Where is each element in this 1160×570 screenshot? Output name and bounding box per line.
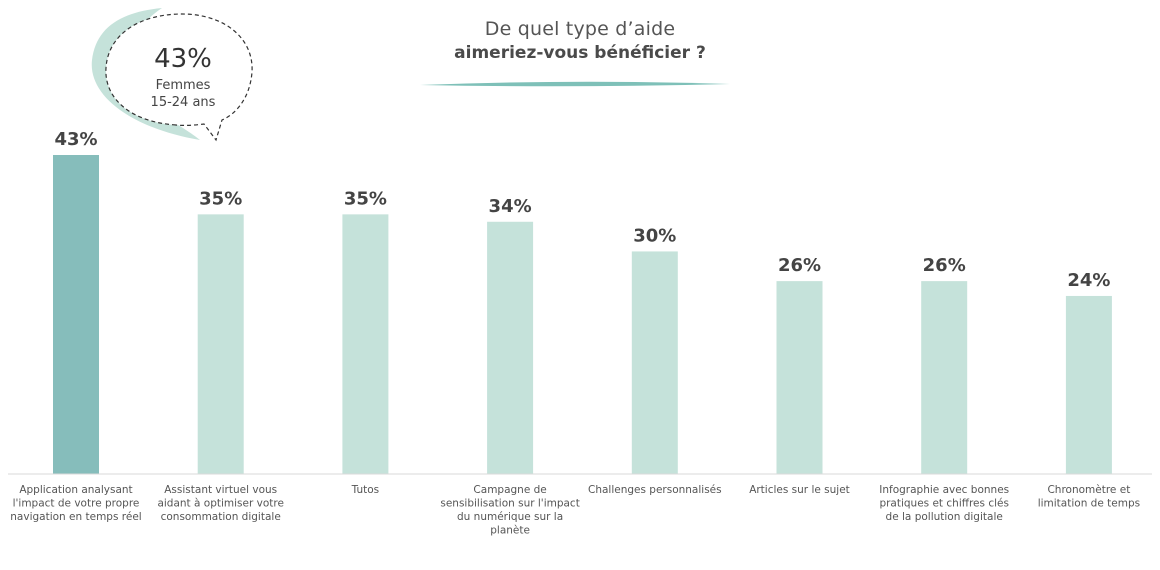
title-underline bbox=[420, 81, 730, 87]
bar-6 bbox=[776, 281, 823, 474]
category-label-1-line-2: l'impact de votre propre bbox=[13, 498, 140, 510]
category-label-1-line-1: Application analysant bbox=[19, 484, 132, 496]
bar-value-label-8: 24% bbox=[1067, 270, 1110, 291]
category-label-4-line-2: sensibilisation sur l'impact bbox=[440, 498, 579, 510]
bars-group: 43% Application analysant l'impact de votr… bbox=[10, 129, 1140, 537]
bar-value-label-4: 34% bbox=[489, 196, 532, 217]
category-label-7-line-1: Infographie avec bonnes bbox=[879, 484, 1009, 496]
category-label-1-line-3: navigation en temps réel bbox=[10, 511, 141, 523]
bar-2 bbox=[197, 214, 244, 475]
bar-8 bbox=[1065, 295, 1112, 474]
bar-value-label-6: 26% bbox=[778, 255, 821, 276]
category-label-8-line-1: Chronomètre et bbox=[1047, 484, 1130, 496]
category-label-2-line-2: aidant à optimiser votre bbox=[157, 498, 284, 510]
category-label-5-line-1: Challenges personnalisés bbox=[588, 484, 722, 496]
bar-value-label-7: 26% bbox=[923, 255, 966, 276]
bar-5 bbox=[631, 251, 678, 474]
category-label-4-line-1: Campagne de bbox=[473, 484, 546, 496]
category-label-7-line-3: de la pollution digitale bbox=[886, 511, 1003, 523]
callout-value: 43% bbox=[154, 44, 212, 74]
bar-value-label-5: 30% bbox=[633, 225, 676, 246]
bar-value-label-2: 35% bbox=[199, 188, 242, 209]
bar-7 bbox=[921, 281, 968, 474]
chart-title-line2: aimeriez-vous bénéficier ? bbox=[454, 43, 706, 63]
category-label-2-line-1: Assistant virtuel vous bbox=[164, 484, 277, 496]
category-label-4-line-4: planète bbox=[490, 525, 530, 537]
callout-label-line1: Femmes bbox=[155, 78, 211, 93]
callout-label-line2: 15-24 ans bbox=[150, 95, 216, 110]
bar-value-label-1: 43% bbox=[54, 129, 97, 150]
category-label-2-line-3: consommation digitale bbox=[161, 511, 281, 523]
category-label-7-line-2: pratiques et chiffres clés bbox=[879, 498, 1009, 510]
bar-value-label-3: 35% bbox=[344, 188, 387, 209]
callout-bubble bbox=[105, 13, 253, 142]
category-label-4-line-3: du numérique sur la bbox=[457, 511, 563, 523]
bar-1 bbox=[53, 155, 99, 474]
category-label-3-line-1: Tutos bbox=[351, 484, 380, 496]
bar-3 bbox=[342, 214, 389, 475]
category-label-8-line-2: limitation de temps bbox=[1038, 498, 1140, 510]
bar-4 bbox=[487, 221, 534, 474]
category-label-6-line-1: Articles sur le sujet bbox=[749, 484, 850, 496]
chart-title-line1: De quel type d’aide bbox=[484, 18, 676, 40]
